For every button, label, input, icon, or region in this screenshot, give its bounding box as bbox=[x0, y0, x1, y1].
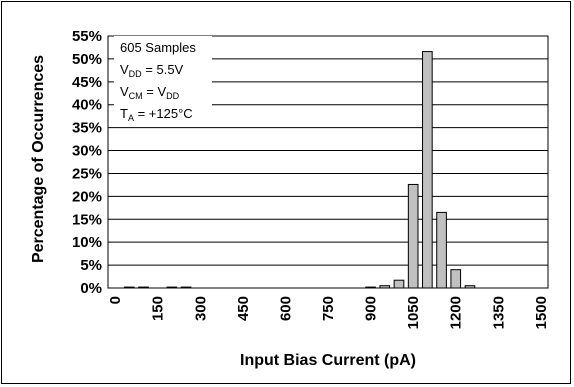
x-tick-label: 1200 bbox=[448, 296, 465, 329]
x-tick-label: 900 bbox=[363, 296, 380, 321]
y-tick-label: 20% bbox=[72, 188, 102, 205]
annotation-ta: TA = +125°C bbox=[120, 106, 193, 123]
y-tick-label: 30% bbox=[72, 143, 102, 160]
x-tick-label: 1050 bbox=[405, 296, 422, 329]
x-axis-title: Input Bias Current (pA) bbox=[240, 352, 416, 369]
annotation-samples: 605 Samples bbox=[120, 40, 196, 55]
histogram-bar bbox=[436, 211, 447, 289]
x-tick-label: 1350 bbox=[490, 296, 507, 329]
x-tick-label: 750 bbox=[320, 296, 337, 321]
y-tick-label: 5% bbox=[80, 257, 102, 274]
plot-area-border bbox=[107, 35, 549, 289]
y-tick-label: 35% bbox=[72, 120, 102, 137]
x-tick-labels: 0 150 300 450 600 750 900 1050 1200 1350 1500 bbox=[107, 296, 550, 329]
x-tick-label: 150 bbox=[150, 296, 167, 321]
y-tick-labels: 0% 5% 10% 15% 20% 25% 30% 35% 40% 45% 50% 55% bbox=[72, 28, 102, 297]
annotation-vcm: VCM = VDD bbox=[120, 84, 180, 101]
y-tick-label: 40% bbox=[72, 97, 102, 114]
histogram-bar bbox=[407, 183, 419, 289]
y-tick-label: 25% bbox=[72, 165, 102, 182]
annotation-box bbox=[114, 36, 212, 122]
y-axis-title: Percentage of Occurrences bbox=[30, 55, 47, 263]
y-tick-label: 50% bbox=[72, 51, 102, 68]
x-tick-label: 0 bbox=[107, 296, 124, 304]
x-tick-label: 600 bbox=[277, 296, 294, 321]
x-tick-label: 1500 bbox=[533, 296, 550, 329]
y-tick-label: 55% bbox=[72, 28, 102, 45]
y-tick-label: 45% bbox=[72, 74, 102, 91]
histogram-bar bbox=[393, 279, 405, 289]
y-tick-label: 15% bbox=[72, 211, 102, 228]
x-tick-label: 300 bbox=[192, 296, 209, 321]
histogram-bar bbox=[422, 51, 433, 289]
annotation-vdd: VDD = 5.5V bbox=[120, 62, 184, 79]
y-tick-label: 0% bbox=[80, 280, 102, 297]
y-tick-label: 10% bbox=[72, 234, 102, 251]
x-tick-label: 450 bbox=[235, 296, 252, 321]
histogram-bar bbox=[450, 269, 462, 289]
